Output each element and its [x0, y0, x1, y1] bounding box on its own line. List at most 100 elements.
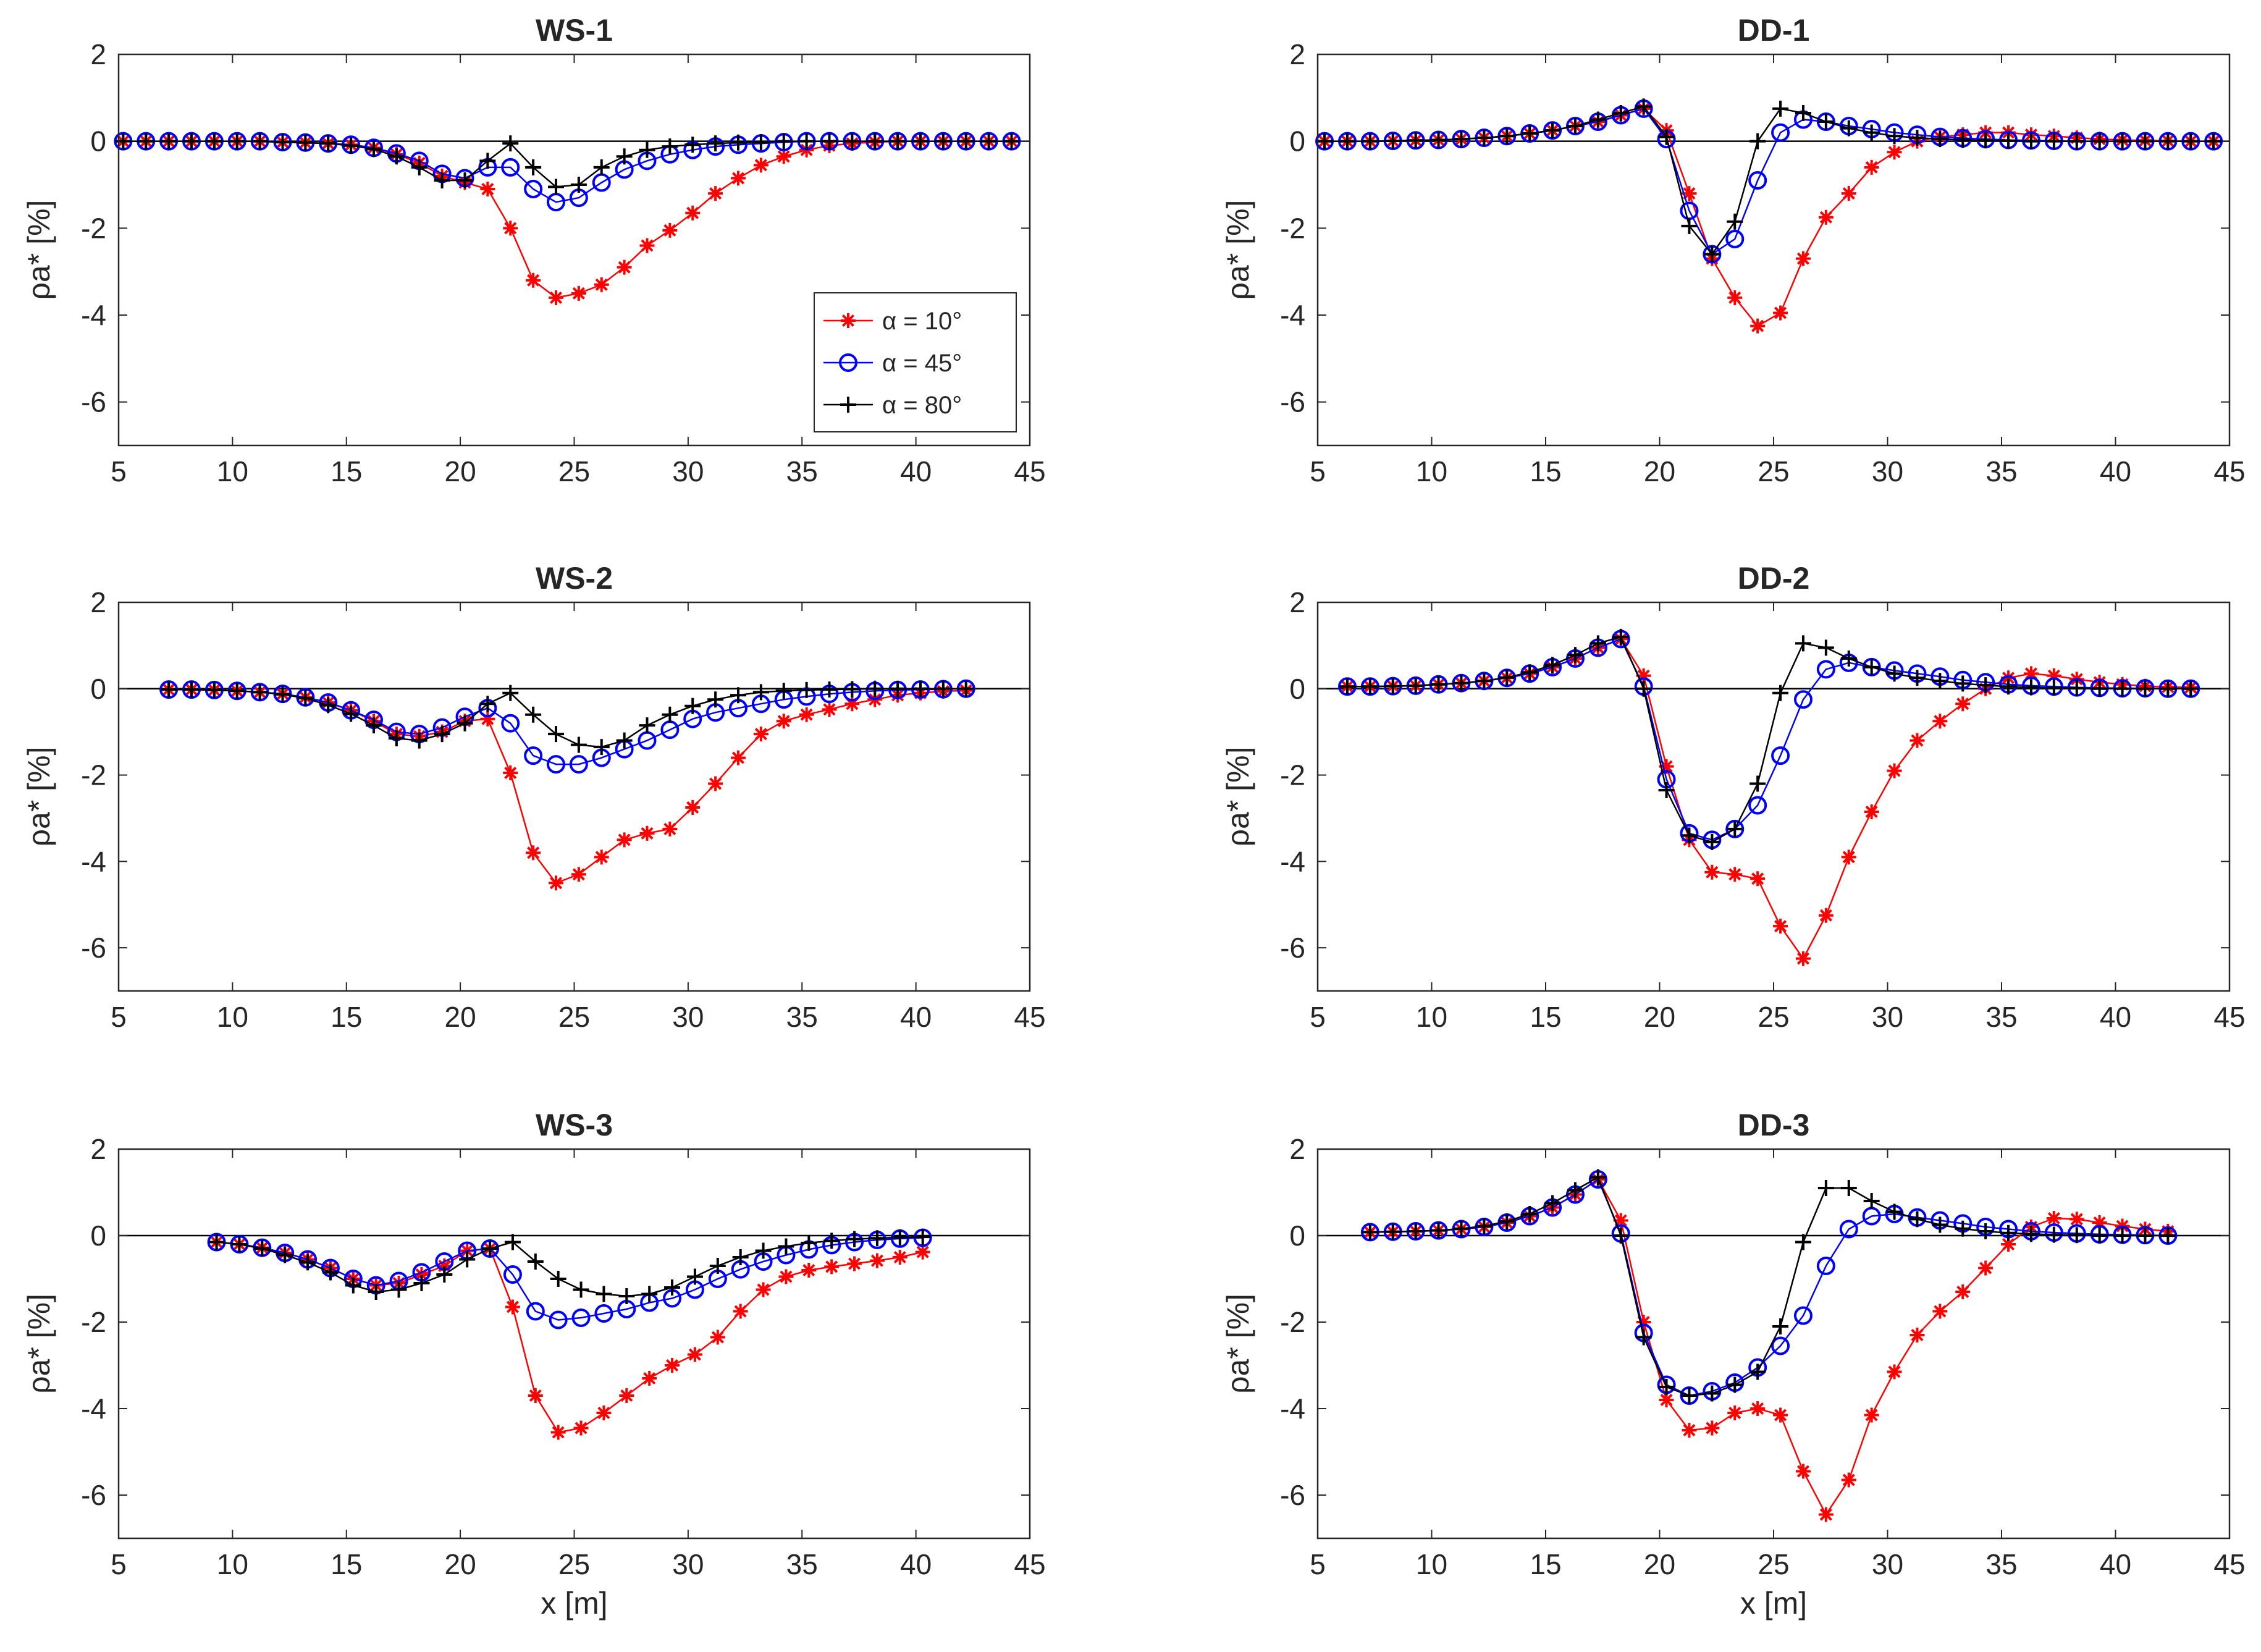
data-point: [1612, 104, 1629, 121]
y-axis-label: ρa* [%]: [1221, 747, 1255, 847]
x-tick-label: 15: [331, 1001, 362, 1033]
x-tick-label: 45: [2213, 1001, 2245, 1033]
x-tick-label: 25: [558, 1548, 590, 1580]
data-point: [1840, 1180, 1857, 1196]
axes-box: [1316, 53, 2231, 447]
data-point: [208, 1234, 225, 1250]
data-point: [1636, 668, 1651, 683]
data-point: [823, 1233, 840, 1249]
data-point: [1636, 1315, 1651, 1330]
data-point: [1362, 1224, 1378, 1241]
series-3: [161, 680, 974, 756]
data-point: [1932, 1216, 1948, 1233]
data-point: [890, 680, 906, 697]
data-point: [161, 681, 177, 698]
data-point: [1704, 864, 1720, 880]
axes-box: [117, 53, 1031, 447]
data-point: [457, 172, 473, 188]
data-point: [617, 259, 632, 275]
data-point: [1795, 1234, 1811, 1250]
data-point: [662, 821, 678, 837]
x-tick-label: 25: [1758, 455, 1789, 487]
data-point: [2160, 133, 2176, 150]
data-point: [1681, 217, 1698, 234]
data-point: [573, 1420, 589, 1436]
data-point: [1499, 669, 1515, 686]
data-point: [618, 1288, 635, 1304]
data-point: [2023, 666, 2039, 681]
data-point: [1772, 685, 1789, 701]
data-point: [388, 148, 405, 165]
data-point: [891, 1229, 908, 1245]
data-point: [1773, 1407, 1788, 1423]
data-point: [1795, 1464, 1811, 1479]
data-point: [2023, 133, 2039, 150]
plot-area: [1318, 602, 2229, 991]
data-point: [1681, 827, 1698, 844]
data-point: [1841, 1472, 1856, 1488]
y-tick-label: 2: [90, 1133, 106, 1165]
data-point: [2068, 133, 2085, 150]
data-point: [1704, 246, 1720, 263]
data-point: [642, 1371, 657, 1386]
data-point: [1362, 678, 1378, 695]
x-tick-label: 5: [1310, 1548, 1326, 1580]
data-point: [1635, 680, 1652, 697]
x-tick-label: 10: [217, 1548, 248, 1580]
data-point: [1727, 290, 1743, 305]
data-point: [1977, 677, 1994, 694]
data-point: [368, 1284, 384, 1300]
data-point: [343, 706, 360, 722]
data-point: [821, 681, 838, 698]
data-point: [958, 133, 974, 150]
data-point: [1793, 690, 1813, 709]
x-tick-label: 40: [900, 455, 932, 487]
data-point: [1886, 128, 1903, 145]
data-point: [912, 680, 928, 697]
data-point: [2114, 680, 2131, 697]
data-point: [1909, 1211, 1926, 1228]
x-tick-label: 15: [331, 1548, 362, 1580]
data-point: [1932, 1304, 1948, 1319]
data-point: [1476, 130, 1493, 146]
y-tick-label: -4: [1280, 1393, 1305, 1425]
data-point: [1704, 1420, 1720, 1436]
legend-label: α = 45°: [882, 350, 962, 377]
data-point: [502, 135, 519, 152]
data-point: [2045, 133, 2062, 150]
data-point: [527, 1254, 544, 1270]
data-point: [1795, 951, 1811, 966]
data-point: [1476, 1218, 1493, 1234]
data-point: [776, 714, 791, 729]
data-point: [571, 1309, 591, 1327]
data-point: [528, 1388, 543, 1403]
data-point: [1841, 186, 1856, 201]
data-point: [1522, 125, 1538, 142]
series-line: [1324, 105, 2214, 256]
data-point: [2160, 680, 2176, 697]
data-point: [1909, 670, 1926, 686]
x-tick-label: 25: [1758, 1001, 1789, 1033]
data-point: [914, 1229, 931, 1245]
data-point: [709, 1258, 726, 1274]
y-tick-label: 0: [1289, 125, 1305, 158]
x-axis-label: x [m]: [1740, 1586, 1807, 1620]
x-tick-label: 15: [1530, 1001, 1561, 1033]
data-point: [684, 697, 701, 714]
data-point: [846, 1231, 863, 1247]
data-point: [503, 221, 518, 236]
data-point: [390, 1281, 407, 1298]
y-tick-label: -4: [81, 845, 106, 877]
data-point: [707, 135, 724, 152]
data-point: [980, 133, 997, 150]
data-point: [596, 1405, 612, 1420]
y-tick-label: 2: [1289, 1133, 1305, 1165]
data-point: [413, 1275, 430, 1291]
chart-title: DD-3: [1738, 1108, 1810, 1142]
data-point: [1430, 676, 1447, 693]
data-point: [1955, 132, 1971, 148]
data-point: [685, 799, 701, 815]
data-point: [1749, 133, 1766, 150]
series-3: [1316, 98, 2222, 263]
x-tick-label: 30: [1872, 1548, 1903, 1580]
